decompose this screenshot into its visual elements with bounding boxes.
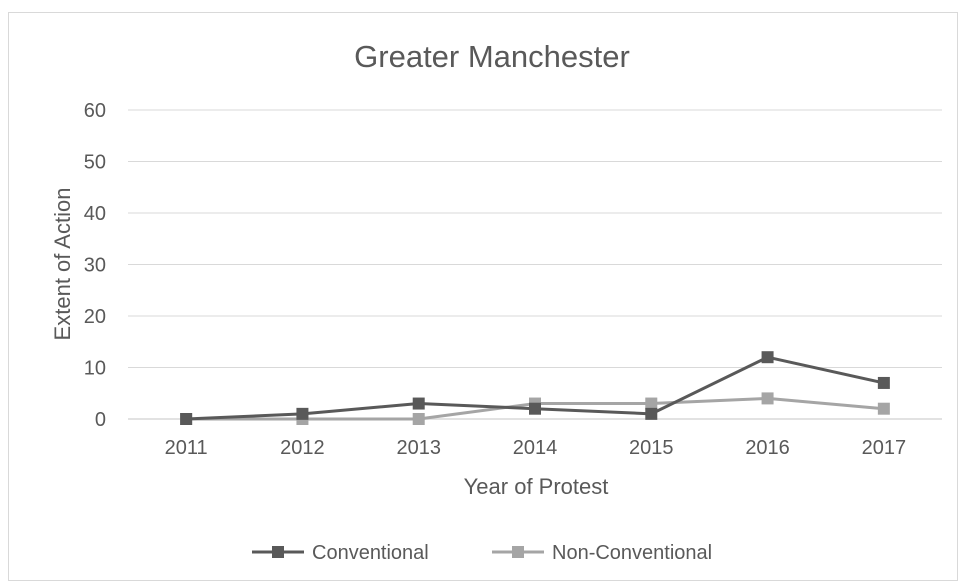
data-point	[645, 397, 658, 410]
x-tick-label: 2017	[862, 437, 907, 459]
legend-item: Non-Conventional	[492, 542, 712, 564]
data-point	[529, 402, 541, 415]
y-tick-label: 30	[84, 255, 106, 277]
legend-marker	[272, 546, 284, 558]
data-point	[645, 407, 658, 420]
legend-marker	[512, 546, 524, 558]
data-point	[877, 402, 890, 415]
legend: Conventional Non-Conventional	[252, 542, 712, 564]
series-0	[180, 351, 890, 425]
x-tick-labels: 2011 2012 2013 2014 2015 2016 2017	[165, 437, 906, 459]
series-lines	[180, 351, 890, 425]
data-point	[877, 376, 890, 389]
data-point	[180, 413, 193, 425]
legend-item: Conventional	[252, 542, 429, 564]
x-tick-label: 2015	[629, 437, 674, 459]
x-tick-label: 2011	[165, 437, 208, 459]
data-point	[761, 392, 774, 405]
y-tick-label: 20	[84, 306, 106, 328]
y-tick-label: 0	[95, 409, 106, 431]
y-tick-label: 10	[84, 358, 106, 380]
x-tick-label: 2012	[280, 437, 325, 459]
y-tick-labels: 0 10 20 30 40 50 60	[84, 100, 106, 431]
chart-frame	[8, 12, 958, 581]
data-point	[412, 413, 425, 425]
data-point	[761, 351, 774, 364]
y-tick-label: 50	[84, 152, 106, 174]
x-tick-label: 2016	[745, 437, 790, 459]
data-point	[412, 397, 425, 410]
gridlines	[128, 109, 942, 420]
x-axis-label: Year of Protest	[464, 474, 609, 499]
y-tick-label: 60	[84, 100, 106, 122]
chart-title: Greater Manchester	[354, 39, 630, 74]
legend-label: Conventional	[312, 542, 429, 564]
data-point	[296, 407, 309, 420]
x-tick-label: 2013	[396, 437, 441, 459]
x-tick-label: 2014	[513, 437, 558, 459]
legend-label: Non-Conventional	[552, 542, 712, 564]
y-tick-label: 40	[84, 203, 106, 225]
y-axis-label: Extent of Action	[50, 188, 75, 341]
